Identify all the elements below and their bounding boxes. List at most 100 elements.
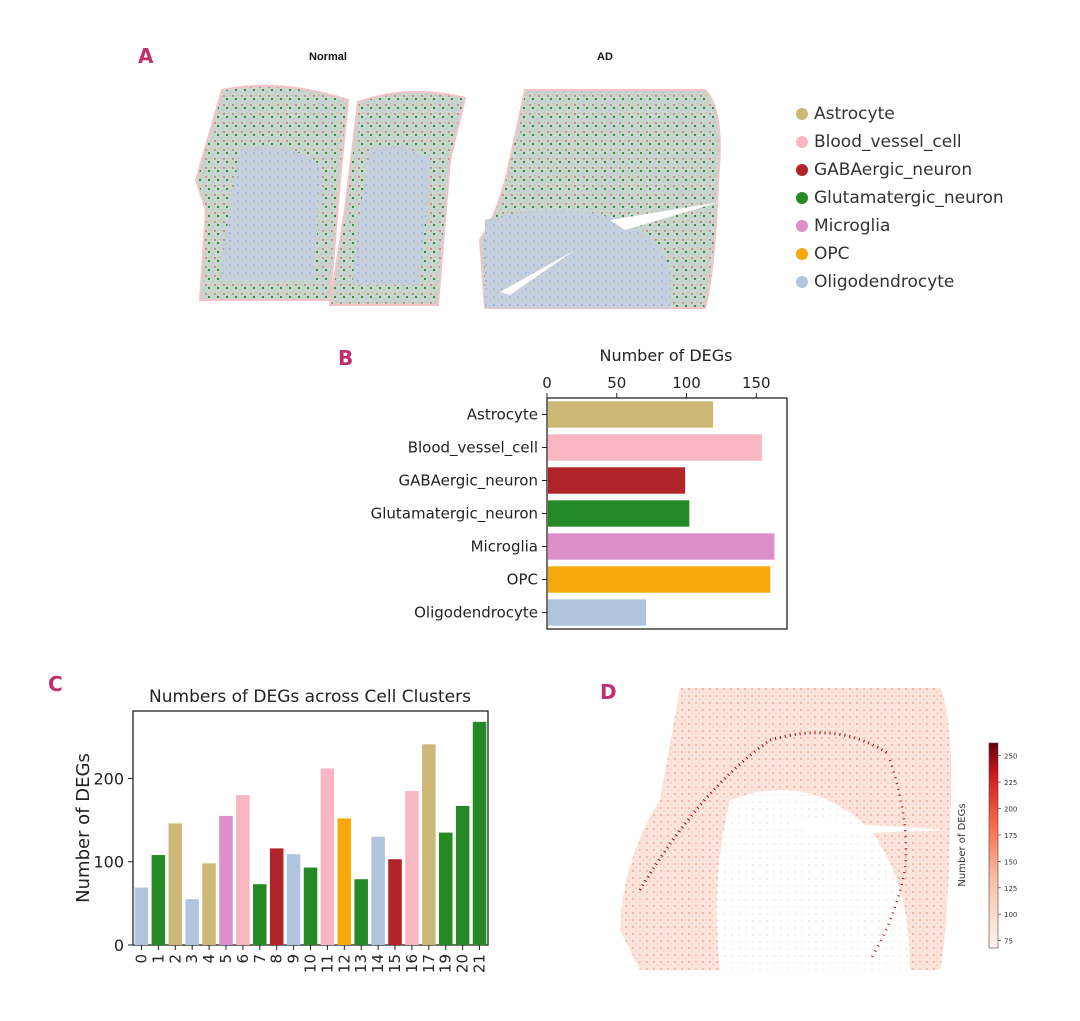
chart-c-bar: [472, 721, 487, 945]
chart-c-bar: [320, 768, 335, 945]
chart-c-bar: [455, 805, 470, 945]
chart-c-xtick-label: 17: [420, 954, 438, 973]
chart-b-category-label: Microglia: [471, 538, 538, 556]
ad-tissue-white-matter: [485, 210, 670, 308]
colorbar-label: Number of DEGs: [957, 803, 968, 886]
chart-c-xtick-label: 7: [251, 954, 269, 964]
chart-b-bar: [548, 599, 647, 626]
chart-c-xtick-label: 0: [132, 954, 150, 964]
chart-c-bar: [303, 867, 318, 945]
chart-d-spatial-heatmap: 75 100 125 150 175 200 225 250 Number of DEGs: [620, 688, 1017, 970]
ad-tissue-crack-2: [500, 250, 575, 295]
panel-c-label: C: [48, 672, 63, 696]
colorbar-tick-label: 150: [1004, 858, 1017, 866]
chart-c-xtick-label: 10: [302, 954, 320, 973]
chart-c-bar: [134, 887, 149, 945]
legend-label: Oligodendrocyte: [814, 272, 955, 292]
chart-c-xtick-label: 6: [234, 954, 252, 964]
heatmap-white-matter: [716, 790, 910, 970]
spatial-map-panel: [194, 84, 721, 309]
chart-c-xtick-label: 15: [386, 954, 404, 973]
ad-title: AD: [597, 51, 613, 63]
chart-c-bar: [185, 899, 199, 945]
chart-c-xtick-label: 20: [454, 954, 472, 973]
legend-swatch: [796, 276, 808, 288]
chart-c-bar: [371, 836, 385, 945]
chart-c-xtick-label: 13: [352, 954, 370, 973]
chart-c-xtick-label: 2: [166, 954, 184, 964]
legend-swatch: [796, 164, 808, 176]
chart-b-title: Number of DEGs: [599, 346, 732, 365]
chart-b-bar: [548, 434, 762, 461]
chart-c-bar: [253, 884, 267, 945]
chart-c-plot: Numbers of DEGs across Cell Clusters Numb…: [73, 687, 489, 973]
chart-b-bar: [548, 500, 690, 527]
chart-c-xtick-label: 11: [318, 954, 336, 973]
panel-b-label: B: [338, 346, 354, 370]
chart-c-bar: [151, 855, 166, 945]
chart-c-bar: [269, 848, 284, 945]
chart-b-bar: [548, 533, 775, 560]
chart-b-category-label: OPC: [507, 571, 538, 589]
legend-item: Blood_vessel_cell: [796, 128, 1004, 156]
legend-item: Astrocyte: [796, 100, 1004, 128]
chart-c-bar: [168, 823, 183, 945]
legend-label: Microglia: [814, 216, 891, 236]
legend-swatch: [796, 220, 808, 232]
chart-b-plot: Number of DEGs 0 50 100 150 Astrocyte Blood_ve…: [371, 346, 788, 630]
legend-label: Astrocyte: [814, 104, 895, 124]
chart-c-ytick-label: 0: [114, 936, 124, 955]
chart-b-bar: [548, 566, 771, 593]
chart-c-bar: [422, 744, 436, 945]
chart-c-bar: [388, 859, 402, 945]
chart-b-category-label: Glutamatergic_neuron: [371, 505, 538, 524]
panel-a-label: A: [138, 44, 154, 68]
chart-c-xtick-label: 12: [335, 954, 353, 973]
chart-b-category-label: Astrocyte: [467, 406, 538, 424]
chart-c-xtick-label: 1: [149, 954, 167, 964]
chart-c-xtick-label: 3: [183, 954, 201, 964]
chart-b-xtick-label: 150: [742, 374, 771, 392]
chart-c-bar: [337, 818, 352, 945]
legend-item: OPC: [796, 240, 1004, 268]
legend-label: OPC: [814, 244, 850, 264]
chart-c-bar: [219, 815, 233, 945]
chart-c-xtick-label: 14: [369, 954, 387, 973]
chart-c-bar: [202, 863, 216, 945]
chart-c-xtick-label: 4: [200, 954, 218, 964]
chart-c-bar: [286, 854, 301, 945]
panel-d-label: D: [600, 680, 617, 704]
legend-label: Glutamatergic_neuron: [814, 188, 1004, 208]
chart-b-category-label: Blood_vessel_cell: [408, 439, 538, 458]
normal-tissue-right-core: [352, 146, 430, 285]
chart-c-xtick-label: 5: [217, 954, 235, 964]
legend-item: Oligodendrocyte: [796, 268, 1004, 296]
colorbar-tick-label: 125: [1004, 885, 1017, 893]
chart-c-ylabel: Number of DEGs: [73, 753, 94, 903]
colorbar: [988, 742, 999, 949]
chart-c-xtick-label: 9: [285, 954, 303, 964]
chart-c-bar: [438, 832, 453, 945]
colorbar-tick-label: 100: [1004, 911, 1017, 919]
chart-c-bar: [405, 790, 419, 945]
legend-item: GABAergic_neuron: [796, 156, 1004, 184]
legend-label: GABAergic_neuron: [814, 160, 973, 180]
colorbar-tick-label: 200: [1004, 806, 1017, 814]
legend-swatch: [796, 248, 808, 260]
cell-type-legend: Astrocyte Blood_vessel_cell GABAergic_ne…: [796, 100, 1004, 296]
legend-label: Blood_vessel_cell: [814, 132, 962, 152]
chart-c-xtick-label: 21: [471, 954, 489, 973]
normal-title: Normal: [309, 51, 347, 63]
ad-tissue-crack: [610, 202, 720, 230]
chart-b-category-label: GABAergic_neuron: [398, 472, 538, 491]
legend-item: Microglia: [796, 212, 1004, 240]
chart-b-bar: [548, 467, 686, 494]
colorbar-tick-label: 225: [1004, 779, 1017, 787]
chart-c-bar: [354, 879, 368, 945]
legend-swatch: [796, 136, 808, 148]
chart-b-xtick-label: 100: [672, 374, 701, 392]
chart-c-xtick-label: 16: [403, 954, 421, 973]
colorbar-tick-label: 175: [1004, 832, 1017, 840]
legend-swatch: [796, 192, 808, 204]
